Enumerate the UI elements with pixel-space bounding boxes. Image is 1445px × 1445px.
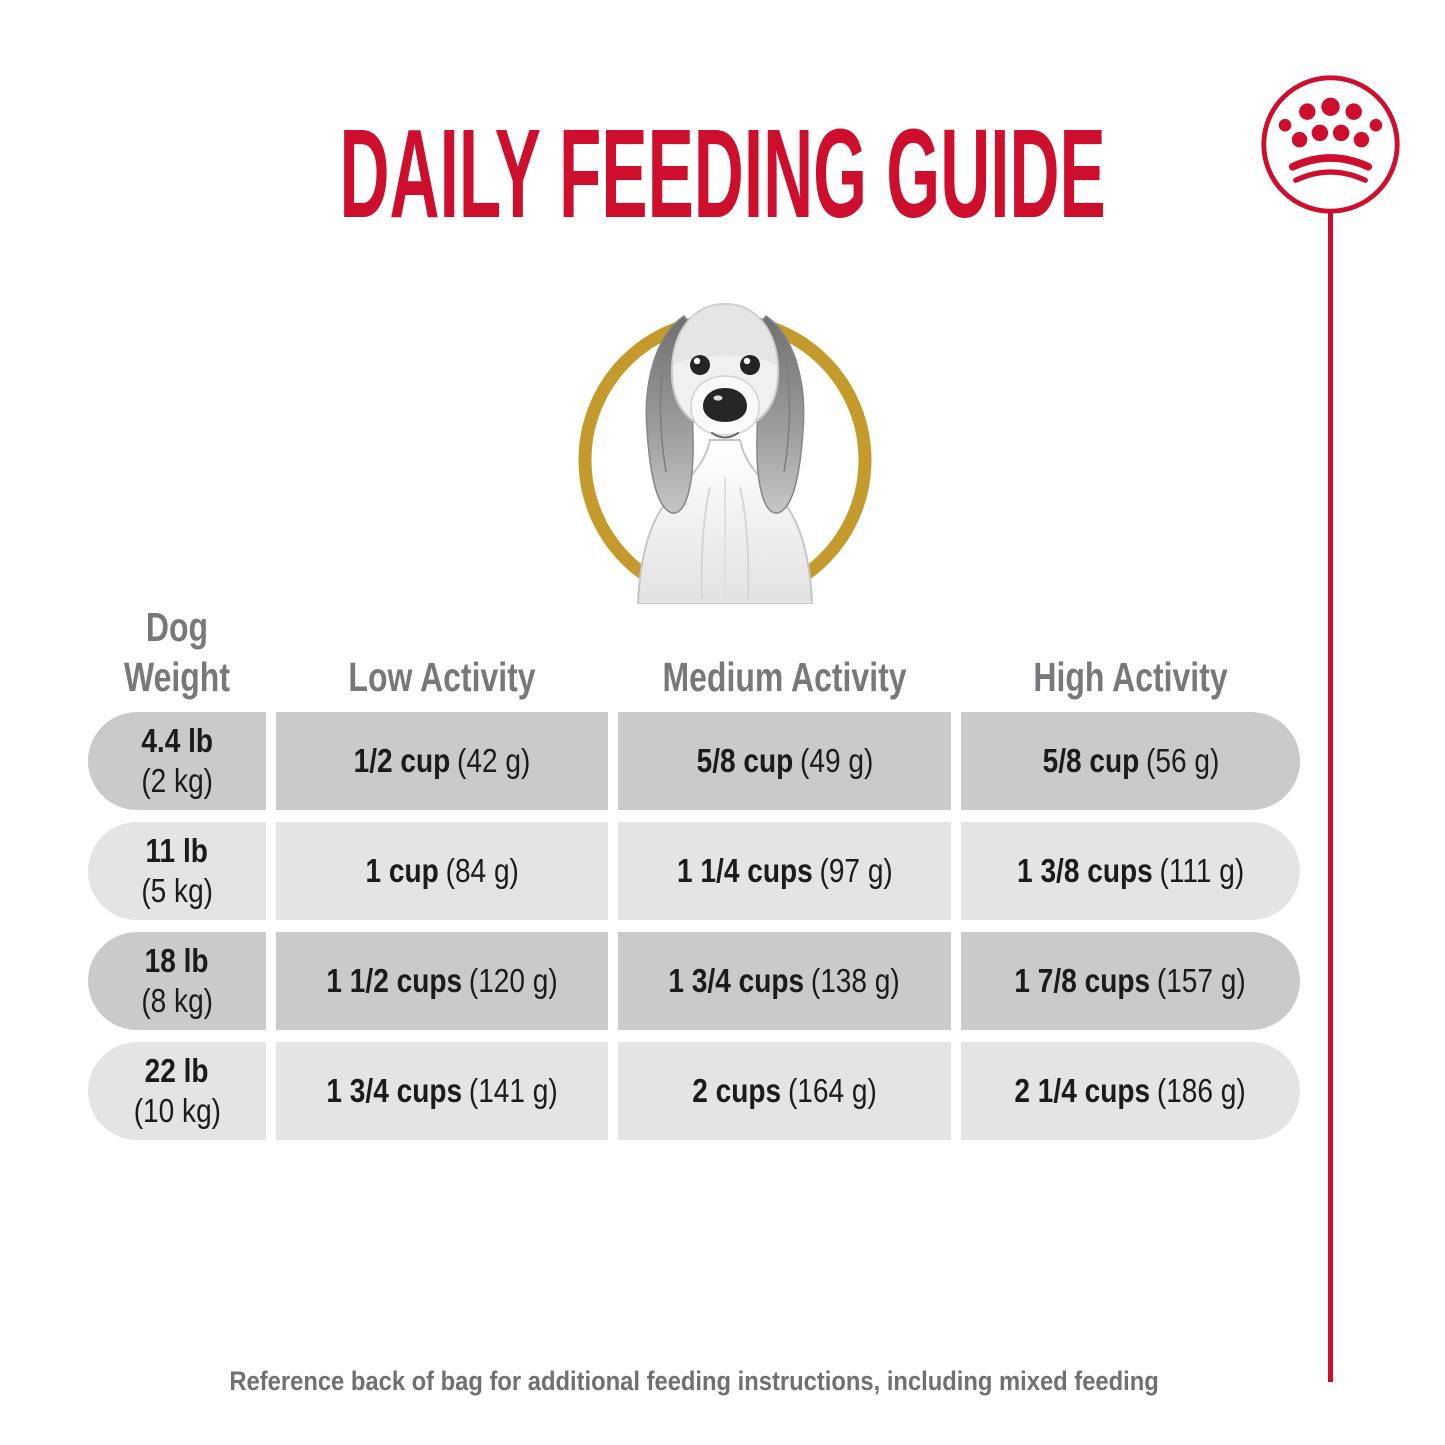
weight-kg: (5 kg) — [141, 872, 213, 909]
page-title: DAILY FEEDING GUIDE — [339, 103, 1106, 244]
serving-grams: (56 g) — [1145, 742, 1219, 779]
serving-grams: (84 g) — [445, 852, 519, 889]
serving-amount: 1 3/4 cups — [668, 962, 805, 999]
royal-canin-crown-icon — [1261, 75, 1400, 214]
high-activity-cell: 1 3/8 cups (111 g) — [961, 822, 1300, 920]
serving-grams: (186 g) — [1157, 1072, 1247, 1109]
weight-cell: 18 lb (8 kg) — [88, 932, 266, 1030]
serving-grams: (141 g) — [468, 1072, 558, 1109]
column-header-dog-weight: Dog Weight — [123, 604, 231, 700]
serving-amount: 1 3/4 cups — [326, 1072, 462, 1109]
serving-amount: 2 1/4 cups — [1014, 1072, 1151, 1109]
brand-logo — [1258, 72, 1403, 217]
footer-note: Reference back of bag for additional fee… — [229, 1366, 1159, 1396]
footer-note-wrap: Reference back of bag for additional fee… — [88, 1366, 1300, 1397]
vertical-accent-line — [1328, 212, 1333, 1382]
weight-cell: 22 lb (10 kg) — [88, 1042, 266, 1140]
weight-lb: 11 lb — [145, 832, 209, 869]
medium-activity-cell: 1 3/4 cups (138 g) — [618, 932, 951, 1030]
serving-grams: (111 g) — [1159, 852, 1245, 889]
weight-lb: 22 lb — [145, 1052, 209, 1089]
serving-amount: 5/8 cup — [1042, 742, 1139, 779]
table-row: 11 lb (5 kg) 1 cup (84 g) 1 1/4 cups (97 g… — [88, 822, 1300, 920]
medium-activity-cell: 2 cups (164 g) — [618, 1042, 951, 1140]
serving-amount: 5/8 cup — [696, 742, 793, 779]
table-row: 22 lb (10 kg) 1 3/4 cups (141 g) 2 cups (1… — [88, 1042, 1300, 1140]
serving-grams: (120 g) — [468, 962, 558, 999]
serving-grams: (138 g) — [811, 962, 901, 999]
serving-amount: 1/2 cup — [353, 742, 451, 779]
table-row: 18 lb (8 kg) 1 1/2 cups (120 g) 1 3/4 cup… — [88, 932, 1300, 1030]
medium-activity-cell: 1 1/4 cups (97 g) — [618, 822, 951, 920]
weight-lb: 18 lb — [145, 942, 209, 979]
column-header-low-activity: Low Activity — [348, 654, 536, 700]
weight-cell: 11 lb (5 kg) — [88, 822, 266, 920]
serving-amount: 1 1/4 cups — [676, 852, 813, 889]
serving-amount: 1 3/8 cups — [1016, 852, 1153, 889]
serving-amount: 1 cup — [365, 852, 439, 889]
high-activity-cell: 1 7/8 cups (157 g) — [961, 932, 1300, 1030]
serving-amount: 1 7/8 cups — [1014, 962, 1151, 999]
column-header-high-activity: High Activity — [1033, 654, 1228, 700]
table-row: 4.4 lb (2 kg) 1/2 cup (42 g) 5/8 cup (49 g… — [88, 712, 1300, 810]
weight-kg: (10 kg) — [133, 1092, 221, 1129]
weight-kg: (2 kg) — [141, 762, 213, 799]
weight-kg: (8 kg) — [141, 982, 213, 1019]
dog-portrait — [560, 252, 890, 607]
table-header-row: Dog Weight Low Activity Medium Activity … — [88, 586, 1300, 706]
weight-lb: 4.4 lb — [141, 722, 213, 759]
serving-grams: (49 g) — [799, 742, 873, 779]
dachshund-illustration — [578, 302, 872, 607]
serving-grams: (42 g) — [457, 742, 531, 779]
high-activity-cell: 2 1/4 cups (186 g) — [961, 1042, 1300, 1140]
serving-amount: 1 1/2 cups — [326, 962, 462, 999]
serving-grams: (157 g) — [1157, 962, 1247, 999]
serving-grams: (97 g) — [819, 852, 893, 889]
medium-activity-cell: 5/8 cup (49 g) — [618, 712, 951, 810]
serving-grams: (164 g) — [787, 1072, 877, 1109]
low-activity-cell: 1 cup (84 g) — [276, 822, 608, 920]
low-activity-cell: 1/2 cup (42 g) — [276, 712, 608, 810]
low-activity-cell: 1 3/4 cups (141 g) — [276, 1042, 608, 1140]
weight-cell: 4.4 lb (2 kg) — [88, 712, 266, 810]
low-activity-cell: 1 1/2 cups (120 g) — [276, 932, 608, 1030]
serving-amount: 2 cups — [692, 1072, 782, 1109]
high-activity-cell: 5/8 cup (56 g) — [961, 712, 1300, 810]
column-header-medium-activity: Medium Activity — [662, 654, 907, 700]
page-title-wrap: DAILY FEEDING GUIDE — [0, 103, 1445, 271]
